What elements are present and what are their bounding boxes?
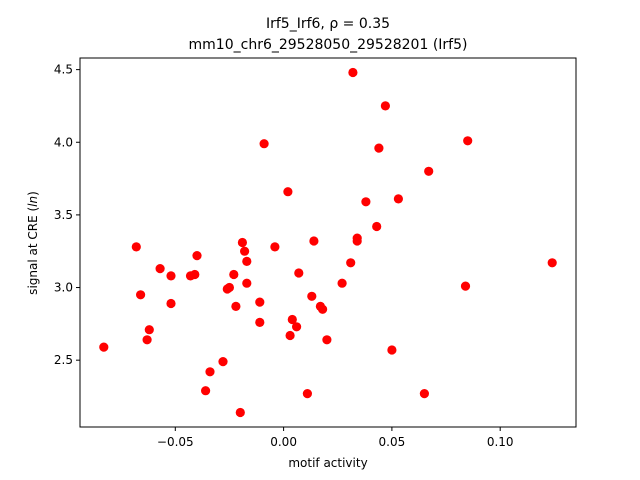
data-point: [190, 269, 200, 280]
data-point: [287, 314, 297, 325]
data-points: [99, 67, 557, 418]
data-point: [240, 246, 250, 256]
x-tick-label: −0.05: [157, 435, 194, 449]
data-point: [380, 101, 390, 111]
data-point: [242, 278, 252, 288]
data-point: [136, 290, 146, 300]
data-point: [166, 298, 176, 309]
data-point: [229, 269, 239, 280]
data-point: [283, 187, 293, 197]
chart-title-line1: Irf5_Irf6, ρ = 0.35: [266, 16, 390, 32]
y-axis-ticks: 2.5 3.0 3.5 4.0 4.5: [54, 63, 80, 367]
data-point: [460, 281, 471, 291]
data-point: [346, 258, 356, 268]
data-point: [142, 335, 152, 345]
data-point: [255, 317, 265, 327]
data-point: [387, 345, 397, 355]
data-point: [224, 282, 234, 293]
data-point: [352, 236, 362, 246]
x-tick-label: 0.10: [487, 435, 514, 449]
data-point: [242, 256, 252, 266]
data-point: [463, 136, 473, 146]
plot-frame: [79, 57, 577, 428]
data-point: [309, 236, 319, 246]
y-tick-label: 4.0: [54, 135, 73, 149]
data-point: [99, 342, 109, 352]
data-point: [131, 242, 141, 252]
data-point: [237, 237, 247, 248]
data-point: [285, 330, 295, 341]
x-tick-label: 0.00: [270, 435, 297, 449]
data-point: [292, 322, 302, 332]
data-point: [424, 166, 434, 176]
data-point: [144, 325, 154, 335]
data-point: [318, 304, 328, 314]
data-point: [270, 242, 280, 252]
data-point: [337, 278, 347, 288]
data-point: [201, 386, 211, 396]
data-point: [307, 291, 317, 301]
data-point: [294, 268, 304, 278]
data-point: [235, 407, 245, 418]
data-point: [393, 194, 403, 204]
data-point: [218, 357, 228, 367]
data-point: [155, 264, 165, 274]
data-point: [231, 301, 241, 311]
y-axis-label: signal at CRE (ln): [26, 191, 40, 295]
y-tick-label: 2.5: [54, 353, 73, 367]
data-point: [259, 139, 269, 149]
data-point: [255, 297, 265, 307]
data-point: [419, 389, 429, 399]
data-point: [547, 258, 557, 268]
y-tick-label: 3.5: [54, 208, 73, 222]
data-point: [348, 67, 358, 78]
data-point: [322, 335, 332, 345]
data-point: [192, 251, 202, 261]
data-point: [374, 143, 384, 153]
chart-title-line2: mm10_chr6_29528050_29528201 (Irf5): [189, 37, 468, 53]
x-axis-label: motif activity: [288, 456, 367, 470]
x-axis-ticks: −0.05 0.00 0.05 0.10: [157, 427, 514, 449]
y-tick-label: 3.0: [54, 281, 73, 295]
x-tick-label: 0.05: [379, 435, 406, 449]
data-point: [372, 221, 382, 232]
data-point: [166, 271, 176, 281]
y-tick-label: 4.5: [54, 63, 73, 77]
data-point: [361, 197, 371, 207]
data-point: [205, 367, 215, 377]
data-point: [302, 389, 312, 399]
